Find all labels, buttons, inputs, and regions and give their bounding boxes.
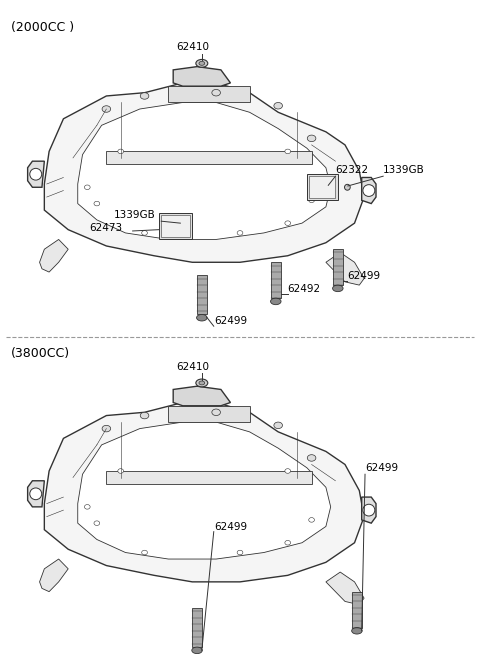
Bar	[307, 174, 338, 200]
Text: (2000CC ): (2000CC )	[11, 21, 74, 34]
Polygon shape	[192, 608, 202, 647]
Polygon shape	[39, 559, 68, 591]
Ellipse shape	[285, 221, 290, 225]
Ellipse shape	[94, 521, 100, 525]
Ellipse shape	[237, 550, 243, 555]
Text: 62492: 62492	[288, 284, 321, 293]
Text: 1339GB: 1339GB	[114, 210, 156, 220]
Polygon shape	[168, 405, 250, 422]
Polygon shape	[173, 67, 230, 86]
Ellipse shape	[199, 62, 204, 66]
Ellipse shape	[274, 422, 282, 428]
Text: 62499: 62499	[365, 463, 398, 473]
Ellipse shape	[333, 285, 343, 291]
Text: 62473: 62473	[90, 223, 123, 233]
Ellipse shape	[84, 504, 90, 509]
Ellipse shape	[199, 381, 204, 385]
Bar	[309, 176, 336, 198]
Polygon shape	[78, 102, 331, 240]
Text: 62322: 62322	[336, 165, 369, 175]
Polygon shape	[168, 86, 250, 102]
Ellipse shape	[142, 231, 147, 235]
Ellipse shape	[212, 90, 220, 96]
Polygon shape	[362, 178, 376, 204]
Ellipse shape	[94, 201, 100, 206]
Text: 62410: 62410	[176, 362, 209, 372]
Ellipse shape	[309, 517, 314, 522]
Text: 62499: 62499	[348, 271, 381, 280]
Polygon shape	[107, 151, 312, 164]
Ellipse shape	[30, 488, 42, 500]
Ellipse shape	[212, 409, 220, 415]
Ellipse shape	[309, 198, 314, 202]
Ellipse shape	[192, 647, 202, 654]
Ellipse shape	[118, 149, 123, 154]
Polygon shape	[44, 403, 364, 582]
Ellipse shape	[118, 469, 123, 474]
Ellipse shape	[285, 540, 290, 545]
Ellipse shape	[196, 379, 208, 387]
Polygon shape	[362, 497, 376, 523]
Text: 1339GB: 1339GB	[383, 165, 425, 175]
Polygon shape	[44, 83, 364, 262]
Ellipse shape	[140, 93, 149, 99]
Text: 62499: 62499	[214, 316, 247, 326]
Bar	[161, 215, 190, 238]
Polygon shape	[28, 481, 44, 507]
Polygon shape	[271, 262, 281, 298]
Ellipse shape	[352, 627, 362, 634]
Ellipse shape	[142, 550, 147, 555]
Polygon shape	[197, 275, 206, 314]
Ellipse shape	[307, 135, 316, 141]
Ellipse shape	[237, 231, 243, 235]
Ellipse shape	[140, 412, 149, 419]
Ellipse shape	[285, 469, 290, 474]
Text: (3800CC): (3800CC)	[11, 347, 70, 360]
Polygon shape	[333, 250, 343, 285]
Ellipse shape	[345, 184, 350, 190]
Polygon shape	[28, 161, 44, 187]
Ellipse shape	[285, 149, 290, 154]
Polygon shape	[39, 240, 68, 272]
Ellipse shape	[102, 105, 111, 112]
Polygon shape	[326, 572, 364, 605]
Text: 62410: 62410	[176, 43, 209, 52]
Ellipse shape	[363, 185, 375, 196]
Ellipse shape	[197, 314, 207, 321]
Polygon shape	[326, 252, 364, 285]
Polygon shape	[78, 422, 331, 559]
Ellipse shape	[196, 60, 208, 67]
Polygon shape	[107, 471, 312, 484]
Ellipse shape	[30, 168, 42, 180]
Ellipse shape	[84, 185, 90, 189]
Text: 62499: 62499	[214, 521, 247, 532]
Ellipse shape	[271, 298, 281, 305]
Polygon shape	[352, 591, 362, 627]
Ellipse shape	[274, 102, 282, 109]
Ellipse shape	[102, 425, 111, 432]
Bar	[159, 214, 192, 240]
Ellipse shape	[307, 455, 316, 461]
Ellipse shape	[363, 504, 375, 516]
Polygon shape	[173, 386, 230, 405]
